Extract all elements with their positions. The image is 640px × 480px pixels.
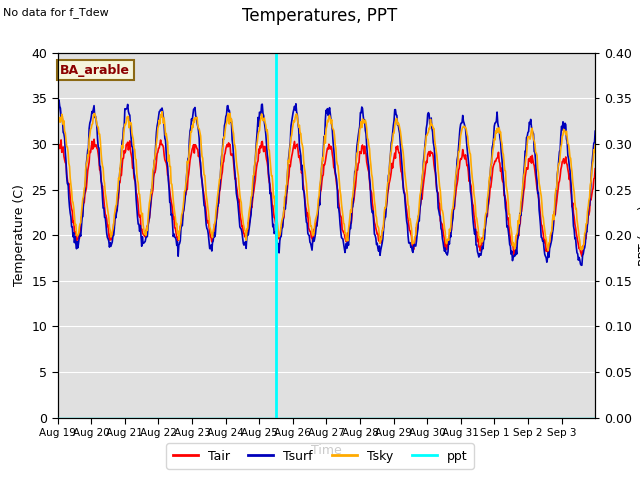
Text: Temperatures, PPT: Temperatures, PPT <box>243 7 397 25</box>
Y-axis label: PPT (mm): PPT (mm) <box>638 205 640 265</box>
Legend: Tair, Tsurf, Tsky, ppt: Tair, Tsurf, Tsky, ppt <box>166 444 474 469</box>
Y-axis label: Temperature (C): Temperature (C) <box>13 184 26 286</box>
Text: BA_arable: BA_arable <box>60 64 131 77</box>
Text: No data for f_Tdew: No data for f_Tdew <box>3 7 109 18</box>
X-axis label: Time: Time <box>311 444 342 456</box>
